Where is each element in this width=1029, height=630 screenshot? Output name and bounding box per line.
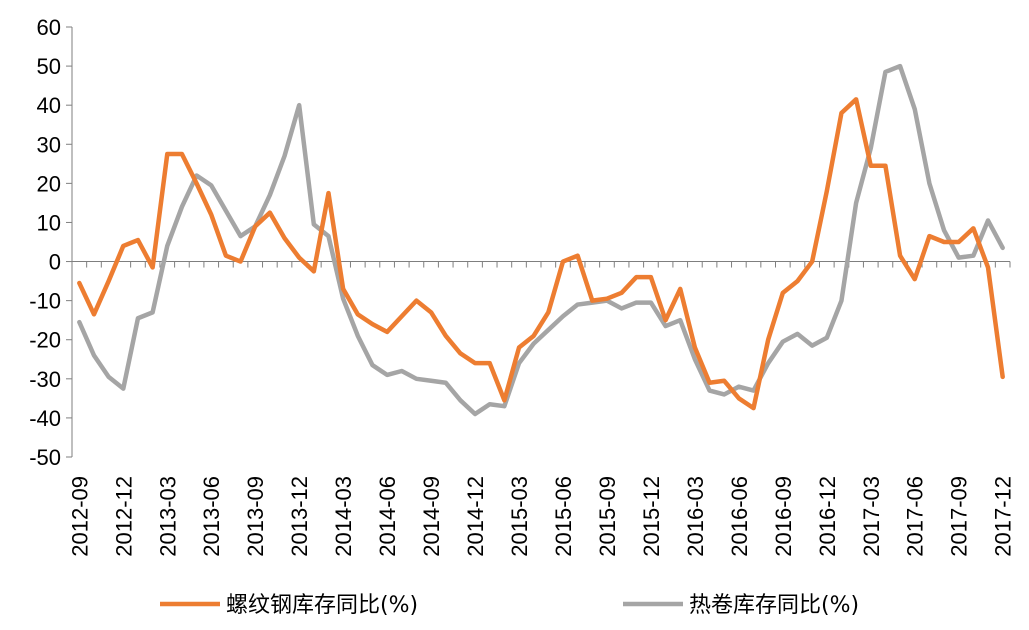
x-tick-label: 2013-09 bbox=[243, 476, 268, 557]
legend-label-1: 螺纹钢库存同比(%) bbox=[226, 593, 418, 618]
x-tick-label: 2014-06 bbox=[375, 476, 400, 557]
y-tick-label: 60 bbox=[37, 15, 61, 40]
y-tick-label: 40 bbox=[37, 93, 61, 118]
y-tick-label: 30 bbox=[37, 132, 61, 157]
x-tick-label: 2016-03 bbox=[683, 476, 708, 557]
y-tick-label: -20 bbox=[29, 328, 61, 353]
y-tick-label: -50 bbox=[29, 445, 61, 470]
y-tick-label: -40 bbox=[29, 406, 61, 431]
x-tick-label: 2015-03 bbox=[507, 476, 532, 557]
x-tick-label: 2017-03 bbox=[859, 476, 884, 557]
y-tick-label: 10 bbox=[37, 210, 61, 235]
series-line-2 bbox=[77, 63, 1005, 417]
y-tick-label: 0 bbox=[49, 250, 61, 275]
x-tick-label: 2012-12 bbox=[111, 476, 136, 557]
x-tick-label: 2013-03 bbox=[155, 476, 180, 557]
x-tick-label: 2016-06 bbox=[727, 476, 752, 557]
series-line-1 bbox=[77, 97, 1005, 411]
x-tick-label: 2015-06 bbox=[551, 476, 576, 557]
y-tick-label: -10 bbox=[29, 289, 61, 314]
y-tick-label: 20 bbox=[37, 171, 61, 196]
x-tick-label: 2017-12 bbox=[991, 476, 1016, 557]
x-tick-label: 2015-12 bbox=[639, 476, 664, 557]
x-tick-label: 2013-12 bbox=[287, 476, 312, 557]
y-tick-label: -30 bbox=[29, 367, 61, 392]
x-tick-label: 2017-09 bbox=[947, 476, 972, 557]
x-tick-label: 2014-09 bbox=[419, 476, 444, 557]
legend-label-2: 热卷库存同比(%) bbox=[689, 593, 859, 618]
x-axis: 2012-09 2012-12 2013-03 2013-06 2013-09 2013-… bbox=[67, 261, 1016, 557]
x-tick-label: 2012-09 bbox=[67, 476, 92, 557]
legend: 螺纹钢库存同比(%) 热卷库存同比(%) bbox=[160, 593, 859, 618]
x-tick-label: 2016-12 bbox=[815, 476, 840, 557]
x-tick-label: 2015-09 bbox=[595, 476, 620, 557]
x-tick-label: 2013-06 bbox=[199, 476, 224, 557]
y-tick-label: 50 bbox=[37, 54, 61, 79]
x-tick-label: 2017-06 bbox=[903, 476, 928, 557]
y-axis: 60 50 40 30 20 10 0 -10 -20 -30 -40 -50 bbox=[29, 15, 73, 470]
series-lines bbox=[77, 63, 1005, 417]
x-tick-label: 2014-03 bbox=[331, 476, 356, 557]
x-tick-label: 2014-12 bbox=[463, 476, 488, 557]
x-tick-label: 2016-09 bbox=[771, 476, 796, 557]
